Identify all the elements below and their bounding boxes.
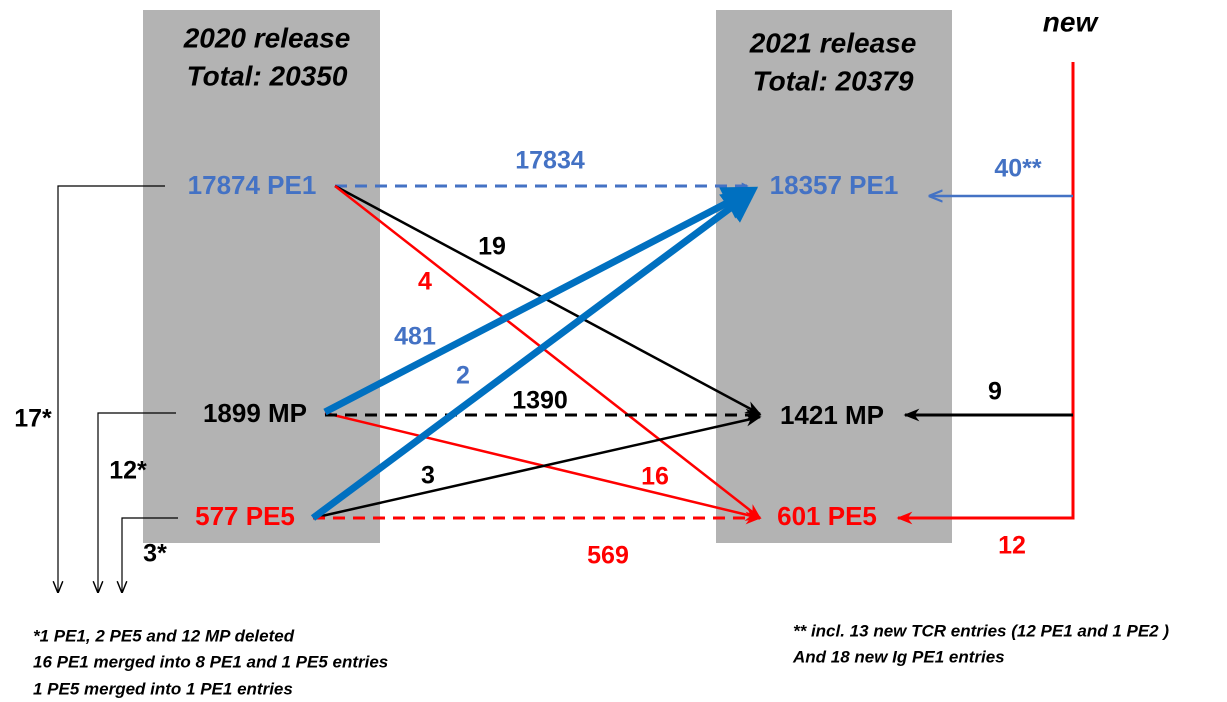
flow-arrow bbox=[334, 185, 762, 519]
column-box bbox=[143, 10, 380, 543]
node: 601 PE5 bbox=[777, 501, 877, 531]
deleted-arrow bbox=[58, 185, 165, 592]
column-box bbox=[716, 10, 952, 543]
flow-arrow bbox=[312, 413, 762, 520]
deleted-label: 17* bbox=[14, 405, 52, 433]
flow-label: 4 bbox=[418, 268, 432, 296]
flow-label: 40** bbox=[994, 155, 1042, 183]
flow-label: 16 bbox=[641, 463, 669, 491]
footnote: ** incl. 13 new TCR entries (12 PE1 and … bbox=[793, 621, 1169, 640]
deleted-label: 3* bbox=[143, 540, 167, 568]
footnote: And 18 new Ig PE1 entries bbox=[792, 647, 1005, 666]
flow-label: 19 bbox=[478, 233, 506, 261]
footnote: 16 PE1 merged into 8 PE1 and 1 PE5 entri… bbox=[33, 652, 388, 671]
new-arrow bbox=[896, 62, 1075, 525]
footnote: 1 PE5 merged into 1 PE1 entries bbox=[33, 679, 293, 698]
node: 577 PE5 bbox=[195, 501, 295, 531]
deleted-label: 12* bbox=[109, 457, 147, 485]
flow-label: 9 bbox=[988, 378, 1002, 406]
flow-label: 3 bbox=[421, 462, 435, 490]
flow-arrow bbox=[323, 186, 759, 416]
column-title: 2020 release bbox=[183, 22, 351, 53]
deleted-arrow bbox=[122, 517, 178, 592]
footnote: *1 PE1, 2 PE5 and 12 MP deleted bbox=[33, 626, 295, 645]
deleted-arrow bbox=[98, 412, 176, 592]
flow-label: 481 bbox=[394, 323, 436, 351]
column-total: Total: 20379 bbox=[753, 65, 914, 96]
node: 17874 PE1 bbox=[188, 170, 317, 200]
node: 18357 PE1 bbox=[770, 170, 899, 200]
flow-label: 569 bbox=[587, 542, 629, 570]
flow-label: 17834 bbox=[515, 147, 585, 175]
new-label: new bbox=[1043, 6, 1100, 37]
flow-label: 1390 bbox=[512, 387, 568, 415]
column-total: Total: 20350 bbox=[187, 60, 348, 91]
flow-arrow bbox=[310, 187, 758, 521]
node: 1899 MP bbox=[203, 398, 307, 428]
column-title: 2021 release bbox=[749, 27, 917, 58]
node: 1421 MP bbox=[780, 400, 884, 430]
flow-label: 2 bbox=[456, 362, 470, 390]
flow-label: 12 bbox=[998, 532, 1026, 560]
